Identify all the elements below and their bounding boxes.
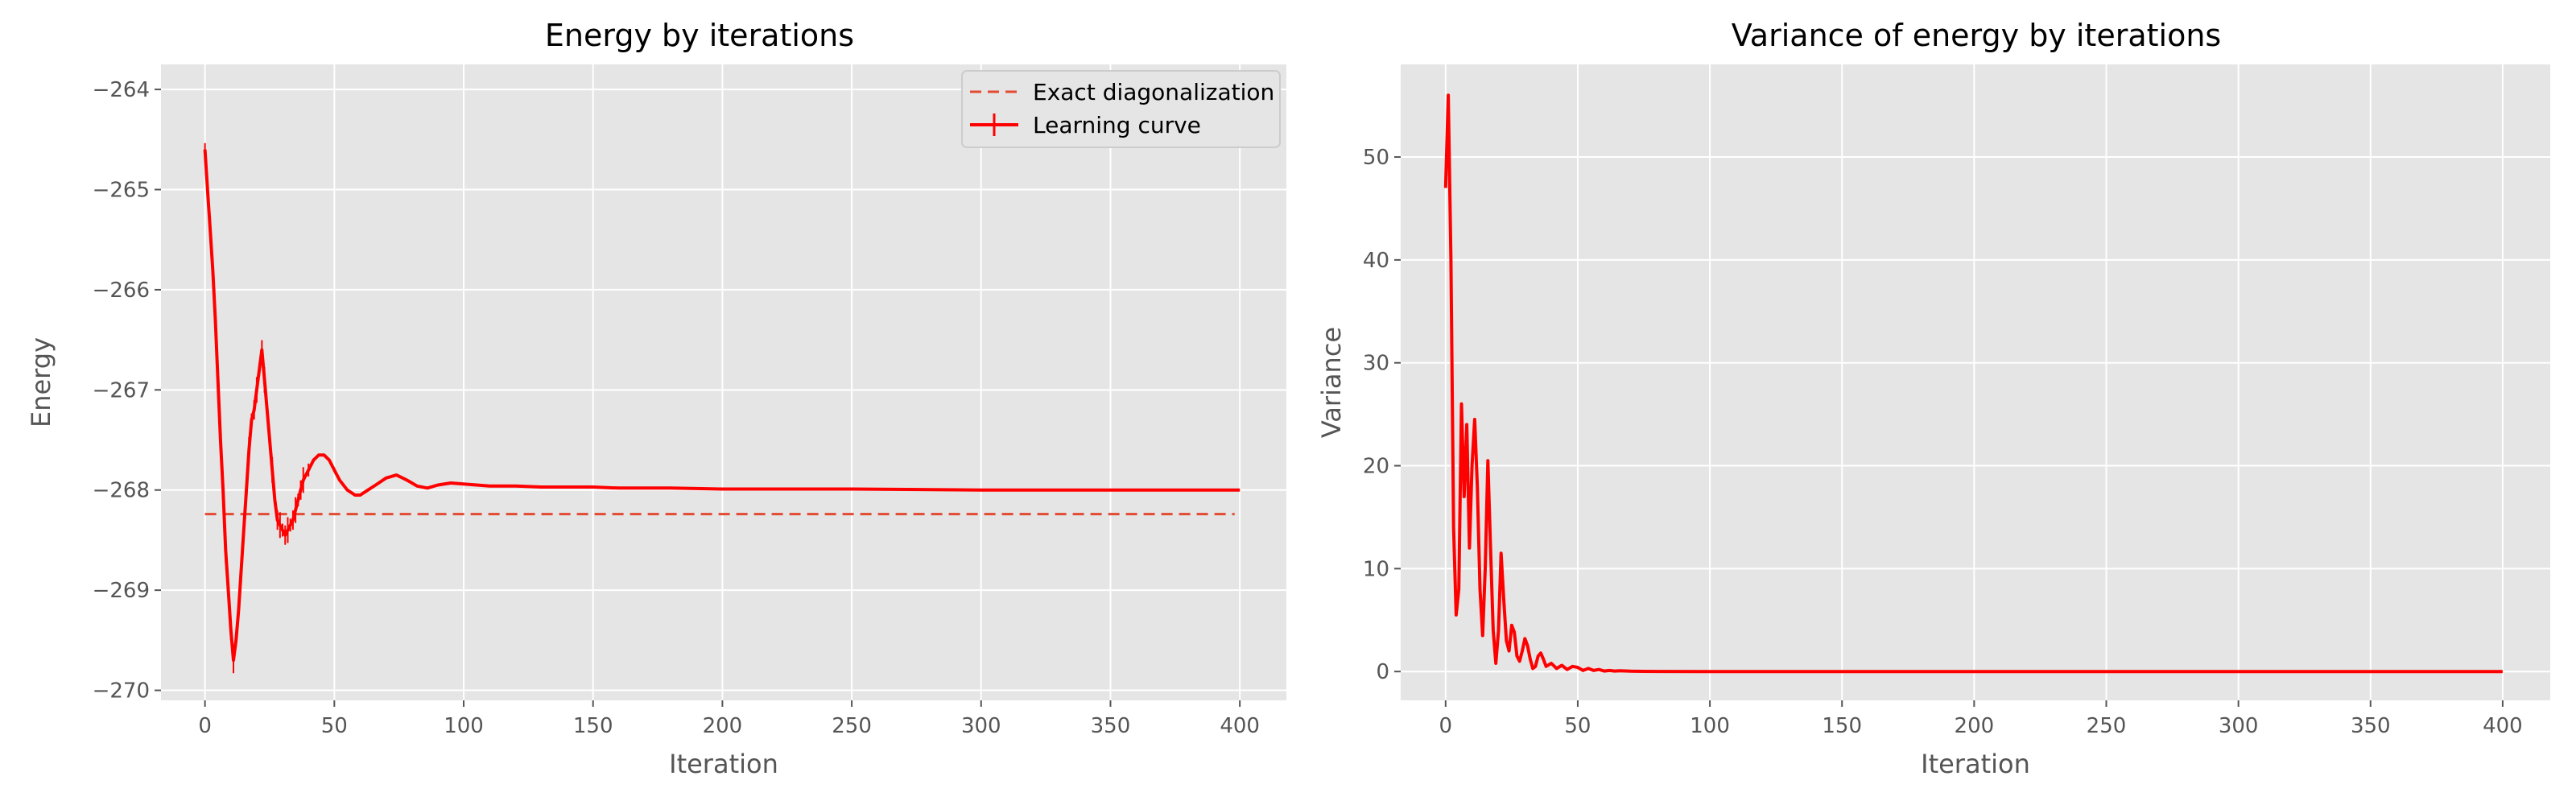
energy-y-tick-label: −270 xyxy=(93,679,150,704)
variance-series xyxy=(1443,93,2503,674)
energy-x-tick-label: 400 xyxy=(1220,714,1260,738)
energy-y-ticks: −270 −269 −268 −267 −266 −265 −264 xyxy=(93,78,161,704)
variance-x-tick-label: 50 xyxy=(1564,714,1591,738)
energy-x-tick-label: 200 xyxy=(703,714,743,738)
energy-x-tick-label: 350 xyxy=(1091,714,1131,738)
variance-y-tick-label: 30 xyxy=(1363,352,1389,376)
variance-x-tick-label: 150 xyxy=(1822,714,1862,738)
legend-label-exact: Exact diagonalization xyxy=(1033,79,1274,105)
variance-x-tick-label: 250 xyxy=(2087,714,2127,738)
variance-y-ticks: 0 10 20 30 40 50 xyxy=(1363,146,1401,684)
variance-x-tick-label: 300 xyxy=(2219,714,2259,738)
variance-x-ticks: 0 50 100 150 200 250 300 350 400 xyxy=(1439,700,2523,738)
variance-x-tick-label: 200 xyxy=(1955,714,1995,738)
variance-series-variance xyxy=(1443,93,2503,674)
energy-y-tick-label: −264 xyxy=(93,78,150,102)
energy-x-tick-label: 250 xyxy=(832,714,872,738)
variance-y-tick-label: 10 xyxy=(1363,557,1389,581)
variance-y-axis-label: Variance xyxy=(1316,327,1347,438)
variance-y-tick-label: 40 xyxy=(1363,249,1389,273)
energy-x-tick-label: 300 xyxy=(961,714,1001,738)
variance-plot-area xyxy=(1401,64,2550,700)
energy-x-axis-label: Iteration xyxy=(669,749,778,779)
variance-y-tick-label: 20 xyxy=(1363,455,1389,479)
variance-x-tick-label: 0 xyxy=(1439,714,1453,738)
variance-x-tick-label: 350 xyxy=(2351,714,2391,738)
energy-y-tick-label: −269 xyxy=(93,579,150,603)
energy-x-tick-label: 50 xyxy=(321,714,348,738)
variance-x-tick-label: 100 xyxy=(1690,714,1730,738)
variance-y-tick-label: 0 xyxy=(1376,660,1389,684)
energy-y-tick-label: −268 xyxy=(93,479,150,503)
variance-chart-title: Variance of energy by iterations xyxy=(1732,18,2221,53)
energy-chart-title: Energy by iterations xyxy=(545,18,854,53)
energy-y-tick-label: −267 xyxy=(93,378,150,402)
variance-x-axis-label: Iteration xyxy=(1921,749,2030,779)
energy-y-tick-label: −266 xyxy=(93,279,150,303)
energy-chart: Energy by iterations 0 50 100 150 200 250 300 3… xyxy=(26,18,1286,779)
energy-plot-area xyxy=(161,64,1286,700)
variance-x-tick-label: 400 xyxy=(2483,714,2523,738)
energy-series xyxy=(203,142,1241,674)
legend-box xyxy=(961,70,1281,148)
energy-x-ticks: 0 50 100 150 200 250 300 350 400 xyxy=(198,700,1260,738)
energy-y-axis-label: Energy xyxy=(26,337,56,427)
energy-legend: Exact diagonalization Learning curve xyxy=(961,70,1281,148)
energy-x-tick-label: 150 xyxy=(573,714,613,738)
variance-chart: Variance of energy by iterations 0 50 100 1… xyxy=(1316,18,2550,779)
energy-x-tick-label: 100 xyxy=(444,714,484,738)
variance-y-tick-label: 50 xyxy=(1363,146,1389,170)
legend-label-learning: Learning curve xyxy=(1033,112,1201,138)
energy-y-tick-label: −265 xyxy=(93,179,150,203)
energy-x-tick-label: 0 xyxy=(198,714,212,738)
